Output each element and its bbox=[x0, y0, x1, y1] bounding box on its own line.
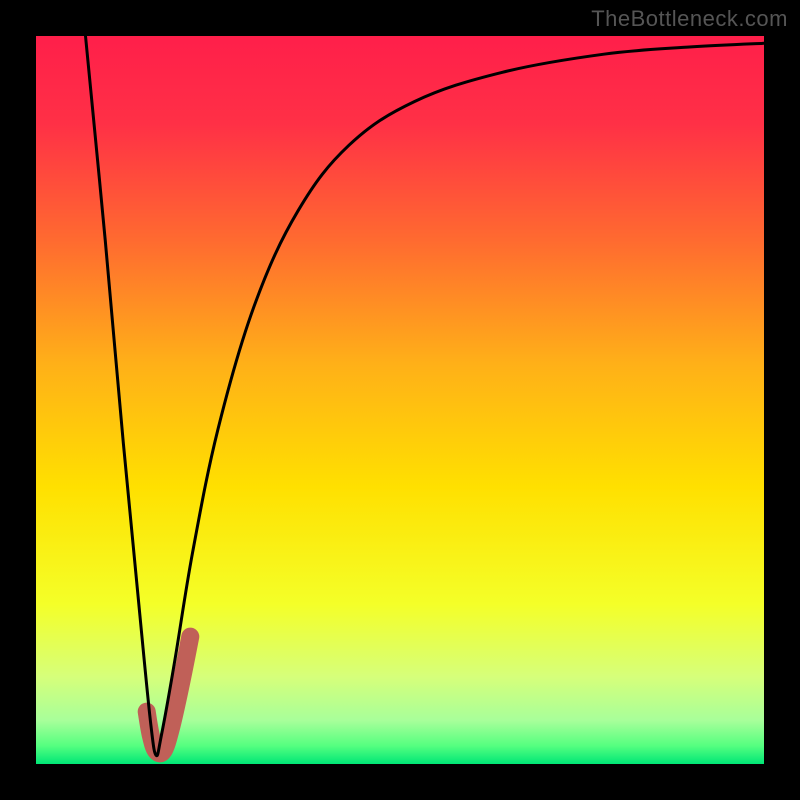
chart-container: TheBottleneck.com bbox=[0, 0, 800, 800]
bottleneck-chart bbox=[0, 0, 800, 800]
watermark-text: TheBottleneck.com bbox=[591, 6, 788, 32]
